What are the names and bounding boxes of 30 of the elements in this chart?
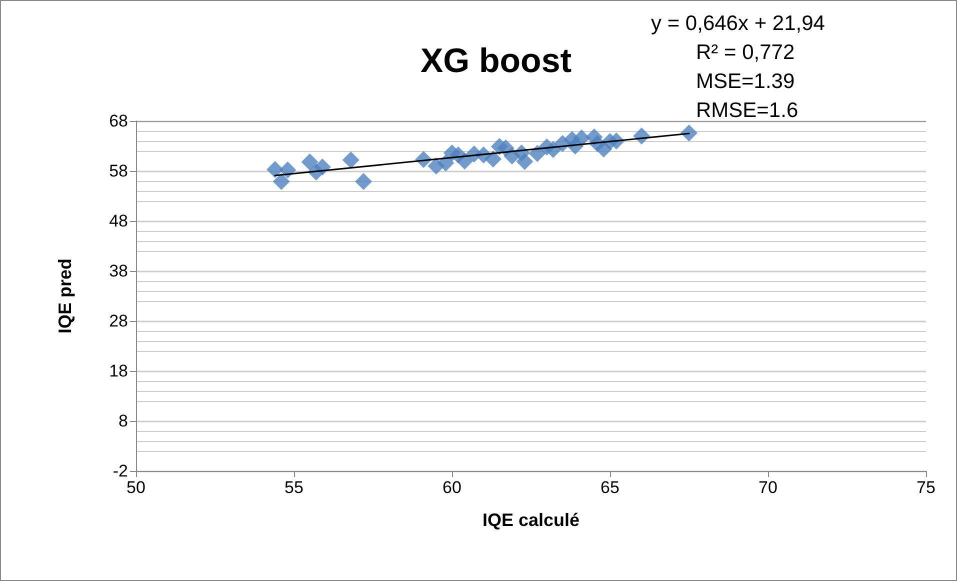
x-tick-label: 55	[284, 478, 304, 497]
x-tick-label: 50	[126, 478, 146, 497]
point	[437, 154, 454, 172]
x-tick-label: 75	[916, 478, 936, 497]
y-tick-label: 28	[109, 312, 128, 330]
text: y = 0,646x + 21,94	[651, 12, 826, 35]
annotation: RMSE=1.6	[696, 99, 798, 122]
point	[680, 124, 698, 142]
text: R² = 0,772	[696, 41, 795, 64]
point	[516, 153, 534, 170]
point	[272, 173, 290, 190]
y-tick-label: 48	[109, 212, 128, 230]
y-tick-label: 68	[109, 112, 128, 130]
x-tick-label: 70	[758, 478, 778, 497]
point	[301, 154, 318, 170]
x-tick-label: 60	[442, 478, 462, 497]
y-tick-label: 58	[109, 162, 128, 180]
point	[342, 152, 360, 168]
chart-title: XG boost	[420, 42, 572, 80]
point	[279, 162, 296, 178]
point	[355, 173, 372, 190]
y-tick-label: 18	[109, 362, 128, 380]
y-tick-label: 8	[118, 412, 128, 430]
point	[484, 150, 502, 168]
y-tick-label: 38	[109, 262, 128, 280]
text: MSE=1.39	[696, 70, 795, 93]
x-axis-title: IQE calculé	[482, 510, 580, 530]
y-tick-label: -2	[112, 462, 128, 480]
y-axis-title: IQE pred	[55, 258, 75, 334]
x-tick-label: 65	[600, 478, 620, 497]
